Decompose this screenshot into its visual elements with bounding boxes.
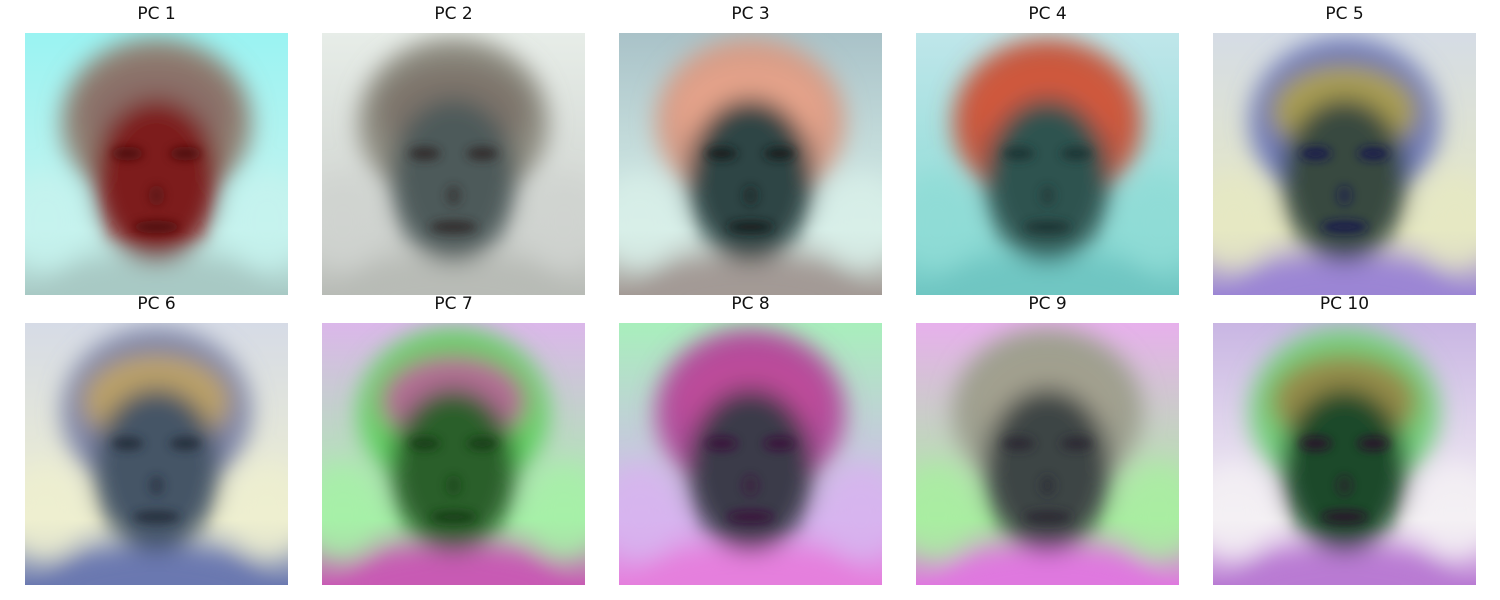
- pc-image: [25, 323, 288, 585]
- pc-face-image: [1213, 33, 1476, 295]
- pc-panel: PC 5: [1213, 4, 1476, 295]
- pc-image: [25, 33, 288, 295]
- pc-image: [322, 323, 585, 585]
- pc-panel-title: PC 7: [434, 294, 473, 314]
- pc-face-image: [322, 33, 585, 295]
- pc-panel-title: PC 2: [434, 4, 473, 24]
- pc-image: [916, 323, 1179, 585]
- pc-panel-title: PC 1: [137, 4, 176, 24]
- pc-panel-title: PC 5: [1325, 4, 1364, 24]
- pc-panel-title: PC 8: [731, 294, 770, 314]
- pc-face-image: [25, 33, 288, 295]
- pc-panel: PC 2: [322, 4, 585, 295]
- pc-image: [322, 33, 585, 295]
- pc-panel: PC 6: [25, 294, 288, 585]
- pc-panel: PC 9: [916, 294, 1179, 585]
- pc-panel-title: PC 6: [137, 294, 176, 314]
- pc-panel: PC 7: [322, 294, 585, 585]
- pc-panel-title: PC 10: [1319, 294, 1370, 314]
- pc-panel: PC 1: [25, 4, 288, 295]
- pc-face-image: [916, 323, 1179, 585]
- pc-face-image: [25, 323, 288, 585]
- pc-face-image: [322, 323, 585, 585]
- pc-face-image: [619, 323, 882, 585]
- pc-panel: PC 10: [1213, 294, 1476, 585]
- pc-image: [1213, 323, 1476, 585]
- pc-panel-title: PC 4: [1028, 4, 1067, 24]
- pc-face-image: [619, 33, 882, 295]
- pc-panel-title: PC 3: [731, 4, 770, 24]
- pc-face-image: [1213, 323, 1476, 585]
- pc-panel: PC 3: [619, 4, 882, 295]
- pc-image: [619, 323, 882, 585]
- pc-face-image: [916, 33, 1179, 295]
- pc-image: [1213, 33, 1476, 295]
- pc-image: [916, 33, 1179, 295]
- pc-panel: PC 8: [619, 294, 882, 585]
- pc-panel: PC 4: [916, 4, 1179, 295]
- pc-image: [619, 33, 882, 295]
- pc-panel-title: PC 9: [1028, 294, 1067, 314]
